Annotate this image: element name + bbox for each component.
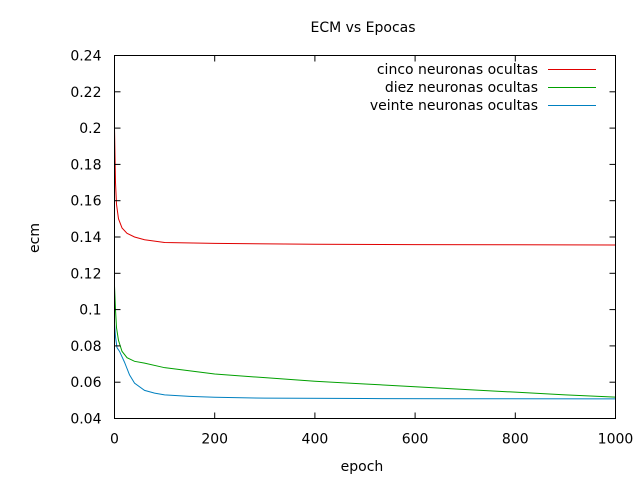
y-tick-label: 0.04	[70, 412, 101, 428]
series-line-3	[114, 324, 616, 400]
x-tick-label: 600	[402, 432, 429, 448]
x-tick-label: 400	[302, 432, 329, 448]
y-axis-label: ecm	[27, 223, 43, 253]
legend-label-1: cinco neuronas ocultas	[377, 62, 538, 78]
y-tick-label: 0.2	[79, 121, 101, 137]
y-tick-label: 0.06	[70, 375, 101, 391]
axis-ticks: 0.04 0.06 0.08 0.1 0.12 0.14 0.16 0.18 0.2 0.22 0.…	[70, 49, 633, 448]
legend-label-3: veinte neuronas ocultas	[370, 98, 538, 114]
y-tick-label: 0.1	[79, 303, 101, 319]
y-tick-label: 0.18	[70, 157, 101, 173]
y-tick-label: 0.14	[70, 230, 101, 246]
series-layer	[114, 128, 616, 400]
y-tick-label: 0.24	[70, 49, 101, 65]
legend: cinco neuronas ocultas diez neuronas ocul…	[370, 62, 596, 114]
series-line-1	[114, 128, 616, 246]
chart-title: ECM vs Epocas	[310, 20, 415, 36]
x-tick-label: 0	[110, 432, 119, 448]
x-tick-label: 800	[502, 432, 529, 448]
legend-label-2: diez neuronas ocultas	[385, 80, 538, 96]
x-tick-label: 1000	[598, 432, 634, 448]
y-tick-label: 0.08	[70, 339, 101, 355]
series-line-2	[114, 285, 616, 398]
y-tick-label: 0.16	[70, 194, 101, 210]
y-tick-label: 0.22	[70, 85, 101, 101]
x-axis-label: epoch	[341, 459, 384, 475]
x-tick-label: 200	[201, 432, 228, 448]
plot-area-frame	[114, 55, 616, 419]
y-tick-label: 0.12	[70, 266, 101, 282]
